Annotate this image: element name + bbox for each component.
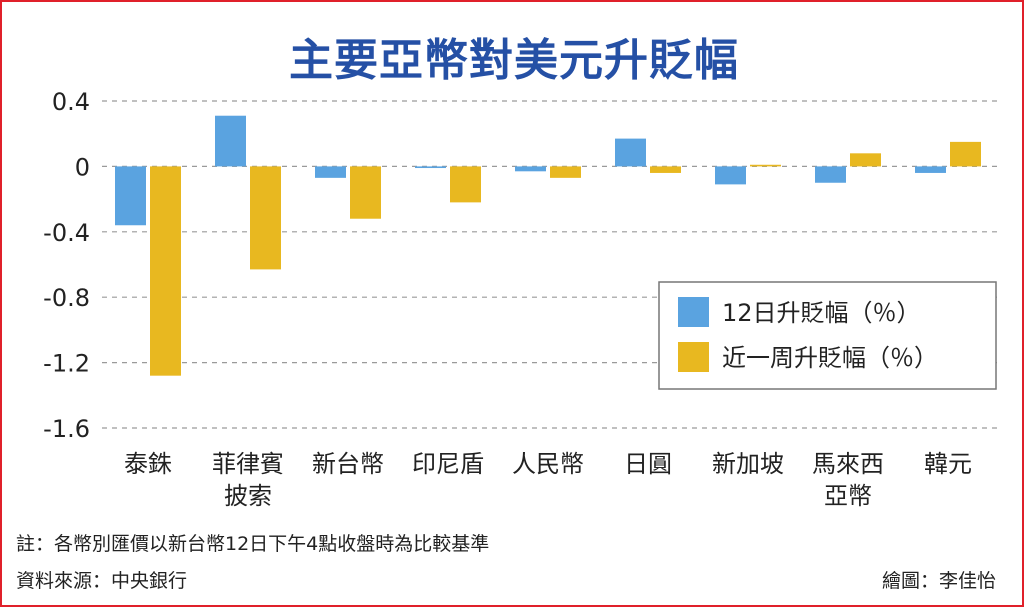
y-tick-label: -1.2 [43, 350, 90, 378]
x-tick-label: 新加坡 [712, 450, 784, 478]
bar-week [850, 153, 881, 167]
y-tick-label: 0 [75, 153, 90, 181]
x-tick-label: 人民幣 [512, 450, 584, 478]
x-tick-label: 韓元 [924, 450, 972, 478]
legend-label: 近一周升貶幅（％） [722, 344, 938, 372]
bar-12day [115, 166, 146, 226]
legend-swatch [678, 297, 709, 327]
x-tick-label: 亞幣 [824, 482, 872, 510]
legend-box [658, 281, 997, 390]
bar-12day [215, 115, 246, 167]
x-tick-label: 印尼盾 [412, 450, 484, 478]
x-tick-label: 泰銖 [124, 450, 172, 478]
x-tick-label: 新台幣 [312, 450, 384, 478]
legend-swatch [678, 342, 709, 372]
bar-week [650, 166, 681, 173]
bar-week [250, 166, 281, 270]
y-axis-ticks: 0.4 0 -0.4 -0.8 -1.2 -1.6 [43, 88, 90, 443]
y-tick-label: -1.6 [43, 415, 90, 443]
bar-week [750, 164, 781, 167]
bars [115, 115, 981, 376]
y-tick-label: 0.4 [52, 88, 90, 116]
bar-12day [315, 166, 346, 178]
credit-text: 繪圖：李佳怡 [881, 570, 996, 592]
x-tick-label: 菲律賓 [212, 450, 284, 478]
x-tick-label: 馬來西 [812, 450, 884, 478]
legend: 12日升貶幅（％） 近一周升貶幅（％） [658, 281, 997, 390]
legend-label: 12日升貶幅（％） [722, 299, 921, 327]
chart-title: 主要亞幣對美元升貶幅 [289, 35, 739, 86]
bar-week [450, 166, 481, 203]
bar-12day [515, 166, 546, 172]
footnote: 註：各幣別匯價以新台幣12日下午4點收盤時為比較基準 [16, 533, 490, 555]
x-tick-label: 日圓 [624, 450, 672, 478]
bar-12day [415, 166, 446, 169]
bar-week [550, 166, 581, 178]
bar-12day [915, 166, 946, 173]
y-tick-label: -0.4 [43, 219, 90, 247]
x-tick-label: 披索 [224, 482, 272, 510]
bar-12day [815, 166, 846, 183]
bar-week [950, 141, 981, 167]
source-text: 資料來源：中央銀行 [16, 570, 188, 592]
bar-week [350, 166, 381, 219]
y-tick-label: -0.8 [43, 284, 90, 312]
bar-week [150, 166, 181, 376]
bar-12day [715, 166, 746, 185]
bar-12day [615, 138, 646, 167]
